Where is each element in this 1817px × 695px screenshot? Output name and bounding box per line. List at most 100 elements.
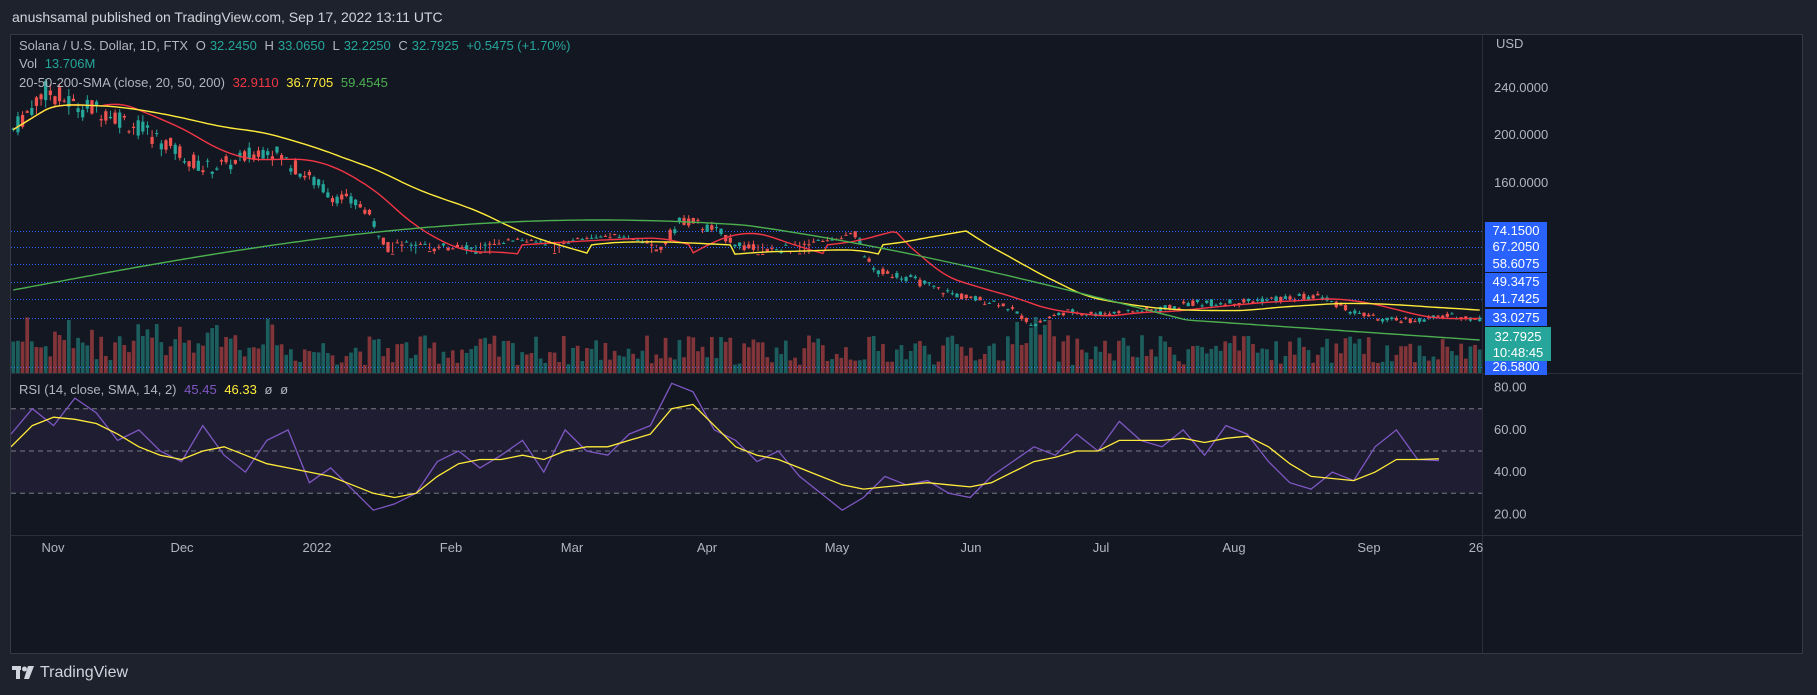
volume-bar bbox=[936, 361, 941, 373]
candle-body bbox=[1214, 304, 1218, 306]
rsi-sma-value: 46.33 bbox=[224, 382, 257, 397]
candle-body bbox=[987, 302, 991, 304]
level-label-bg bbox=[1485, 358, 1547, 375]
candle-body bbox=[899, 278, 904, 280]
sma-label[interactable]: 20-50-200-SMA (close, 20, 50, 200) bbox=[19, 75, 225, 90]
volume-bar bbox=[469, 349, 474, 373]
countdown-label: 10:48:45 bbox=[1493, 345, 1544, 360]
volume-bar bbox=[1431, 356, 1436, 373]
sma50-value: 36.7705 bbox=[286, 75, 334, 90]
candle-body bbox=[1020, 315, 1024, 319]
candle-body bbox=[571, 240, 575, 242]
candle-body bbox=[465, 245, 469, 251]
chart-canvas[interactable]: 240.0000 200.0000 160.0000 USD 74.150067.205… bbox=[11, 35, 1802, 653]
candle-body bbox=[1043, 320, 1047, 322]
candle-body bbox=[446, 247, 450, 251]
volume-bar bbox=[478, 338, 483, 373]
candle-body bbox=[1228, 299, 1232, 304]
volume-bar bbox=[1158, 336, 1163, 373]
candle-body bbox=[728, 237, 732, 243]
candle-body bbox=[1450, 313, 1454, 315]
volume-label[interactable]: Vol bbox=[19, 56, 38, 71]
candle-body bbox=[1404, 317, 1408, 319]
candle-body bbox=[1098, 311, 1102, 316]
candle-body bbox=[307, 171, 311, 176]
volume-bar bbox=[400, 343, 404, 373]
candle-body bbox=[955, 293, 959, 298]
candle-body bbox=[1010, 307, 1015, 309]
price-tick-label: 240.0000 bbox=[1494, 80, 1548, 95]
volume-bar bbox=[927, 354, 932, 373]
volume-bar bbox=[1033, 317, 1038, 373]
header-bar: anushsamal published on TradingView.com,… bbox=[0, 0, 1817, 34]
volume-bar bbox=[404, 342, 409, 373]
volume-bar bbox=[608, 359, 612, 373]
candle-body bbox=[1163, 305, 1167, 309]
volume-bar bbox=[728, 337, 733, 373]
candle-body bbox=[918, 279, 922, 287]
candle-body bbox=[16, 116, 20, 133]
candle-body bbox=[233, 160, 237, 164]
candle-body bbox=[76, 108, 80, 113]
candle-body bbox=[599, 236, 603, 238]
volume-bar bbox=[520, 352, 524, 373]
volume-bar bbox=[1422, 356, 1427, 373]
candle-body bbox=[936, 287, 941, 289]
candle-body bbox=[1394, 317, 1399, 321]
volume-bar bbox=[982, 353, 987, 373]
volume-bar bbox=[48, 356, 53, 373]
candle-body bbox=[927, 282, 931, 284]
volume-bar bbox=[696, 351, 700, 373]
volume-bar bbox=[164, 355, 168, 373]
candle-body bbox=[1269, 297, 1274, 299]
volume-bar bbox=[1195, 345, 1200, 373]
candle-body bbox=[1413, 321, 1417, 323]
volume-bar bbox=[1052, 336, 1056, 373]
candle-body bbox=[363, 209, 367, 214]
volume-bar bbox=[427, 348, 432, 373]
volume-bar bbox=[1214, 345, 1218, 373]
rsi-label[interactable]: RSI (14, close, SMA, 14, 2) bbox=[19, 382, 177, 397]
chart-frame[interactable]: 240.0000 200.0000 160.0000 USD 74.1500 67.205… bbox=[10, 34, 1803, 654]
candle-body bbox=[1357, 312, 1362, 314]
candle-body bbox=[825, 240, 830, 242]
volume-bar bbox=[876, 350, 881, 373]
volume-bar bbox=[1265, 349, 1269, 373]
candle-body bbox=[39, 94, 43, 100]
candle-body bbox=[761, 254, 765, 256]
volume-bar bbox=[1075, 338, 1080, 373]
candle-body bbox=[1279, 296, 1283, 302]
footer-brand[interactable]: TradingView bbox=[12, 664, 128, 682]
candle-body bbox=[1436, 315, 1440, 317]
candle-body bbox=[543, 244, 547, 246]
volume-bar bbox=[168, 346, 173, 373]
sma200-line bbox=[13, 219, 1480, 341]
candle-body bbox=[1330, 301, 1334, 303]
volume-bar bbox=[1135, 357, 1140, 373]
volume-bar bbox=[1255, 352, 1260, 373]
level-label-bg bbox=[1485, 255, 1547, 272]
rsi-value: 45.45 bbox=[184, 382, 217, 397]
candle-body bbox=[261, 149, 265, 159]
volume-bar bbox=[992, 343, 996, 373]
candle-body bbox=[742, 245, 746, 250]
volume-bar bbox=[945, 337, 950, 373]
volume-bar bbox=[603, 342, 608, 373]
volume-bar bbox=[511, 343, 515, 373]
candle-body bbox=[502, 242, 506, 244]
volume-bar bbox=[723, 341, 728, 373]
candle-body bbox=[876, 270, 880, 274]
candle-body bbox=[705, 224, 709, 232]
candle-body bbox=[1246, 298, 1251, 302]
volume-bar bbox=[117, 336, 122, 373]
volume-bar bbox=[737, 363, 742, 373]
candle-body bbox=[404, 241, 409, 243]
candle-body bbox=[62, 100, 66, 102]
candle-body bbox=[714, 227, 719, 229]
volume-bar bbox=[1047, 319, 1052, 373]
volume-bar bbox=[1089, 359, 1093, 373]
candle-body bbox=[552, 252, 557, 254]
symbol-label[interactable]: Solana / U.S. Dollar, 1D, FTX bbox=[19, 38, 189, 53]
candle-body bbox=[1108, 313, 1112, 315]
volume-bar bbox=[987, 345, 992, 373]
